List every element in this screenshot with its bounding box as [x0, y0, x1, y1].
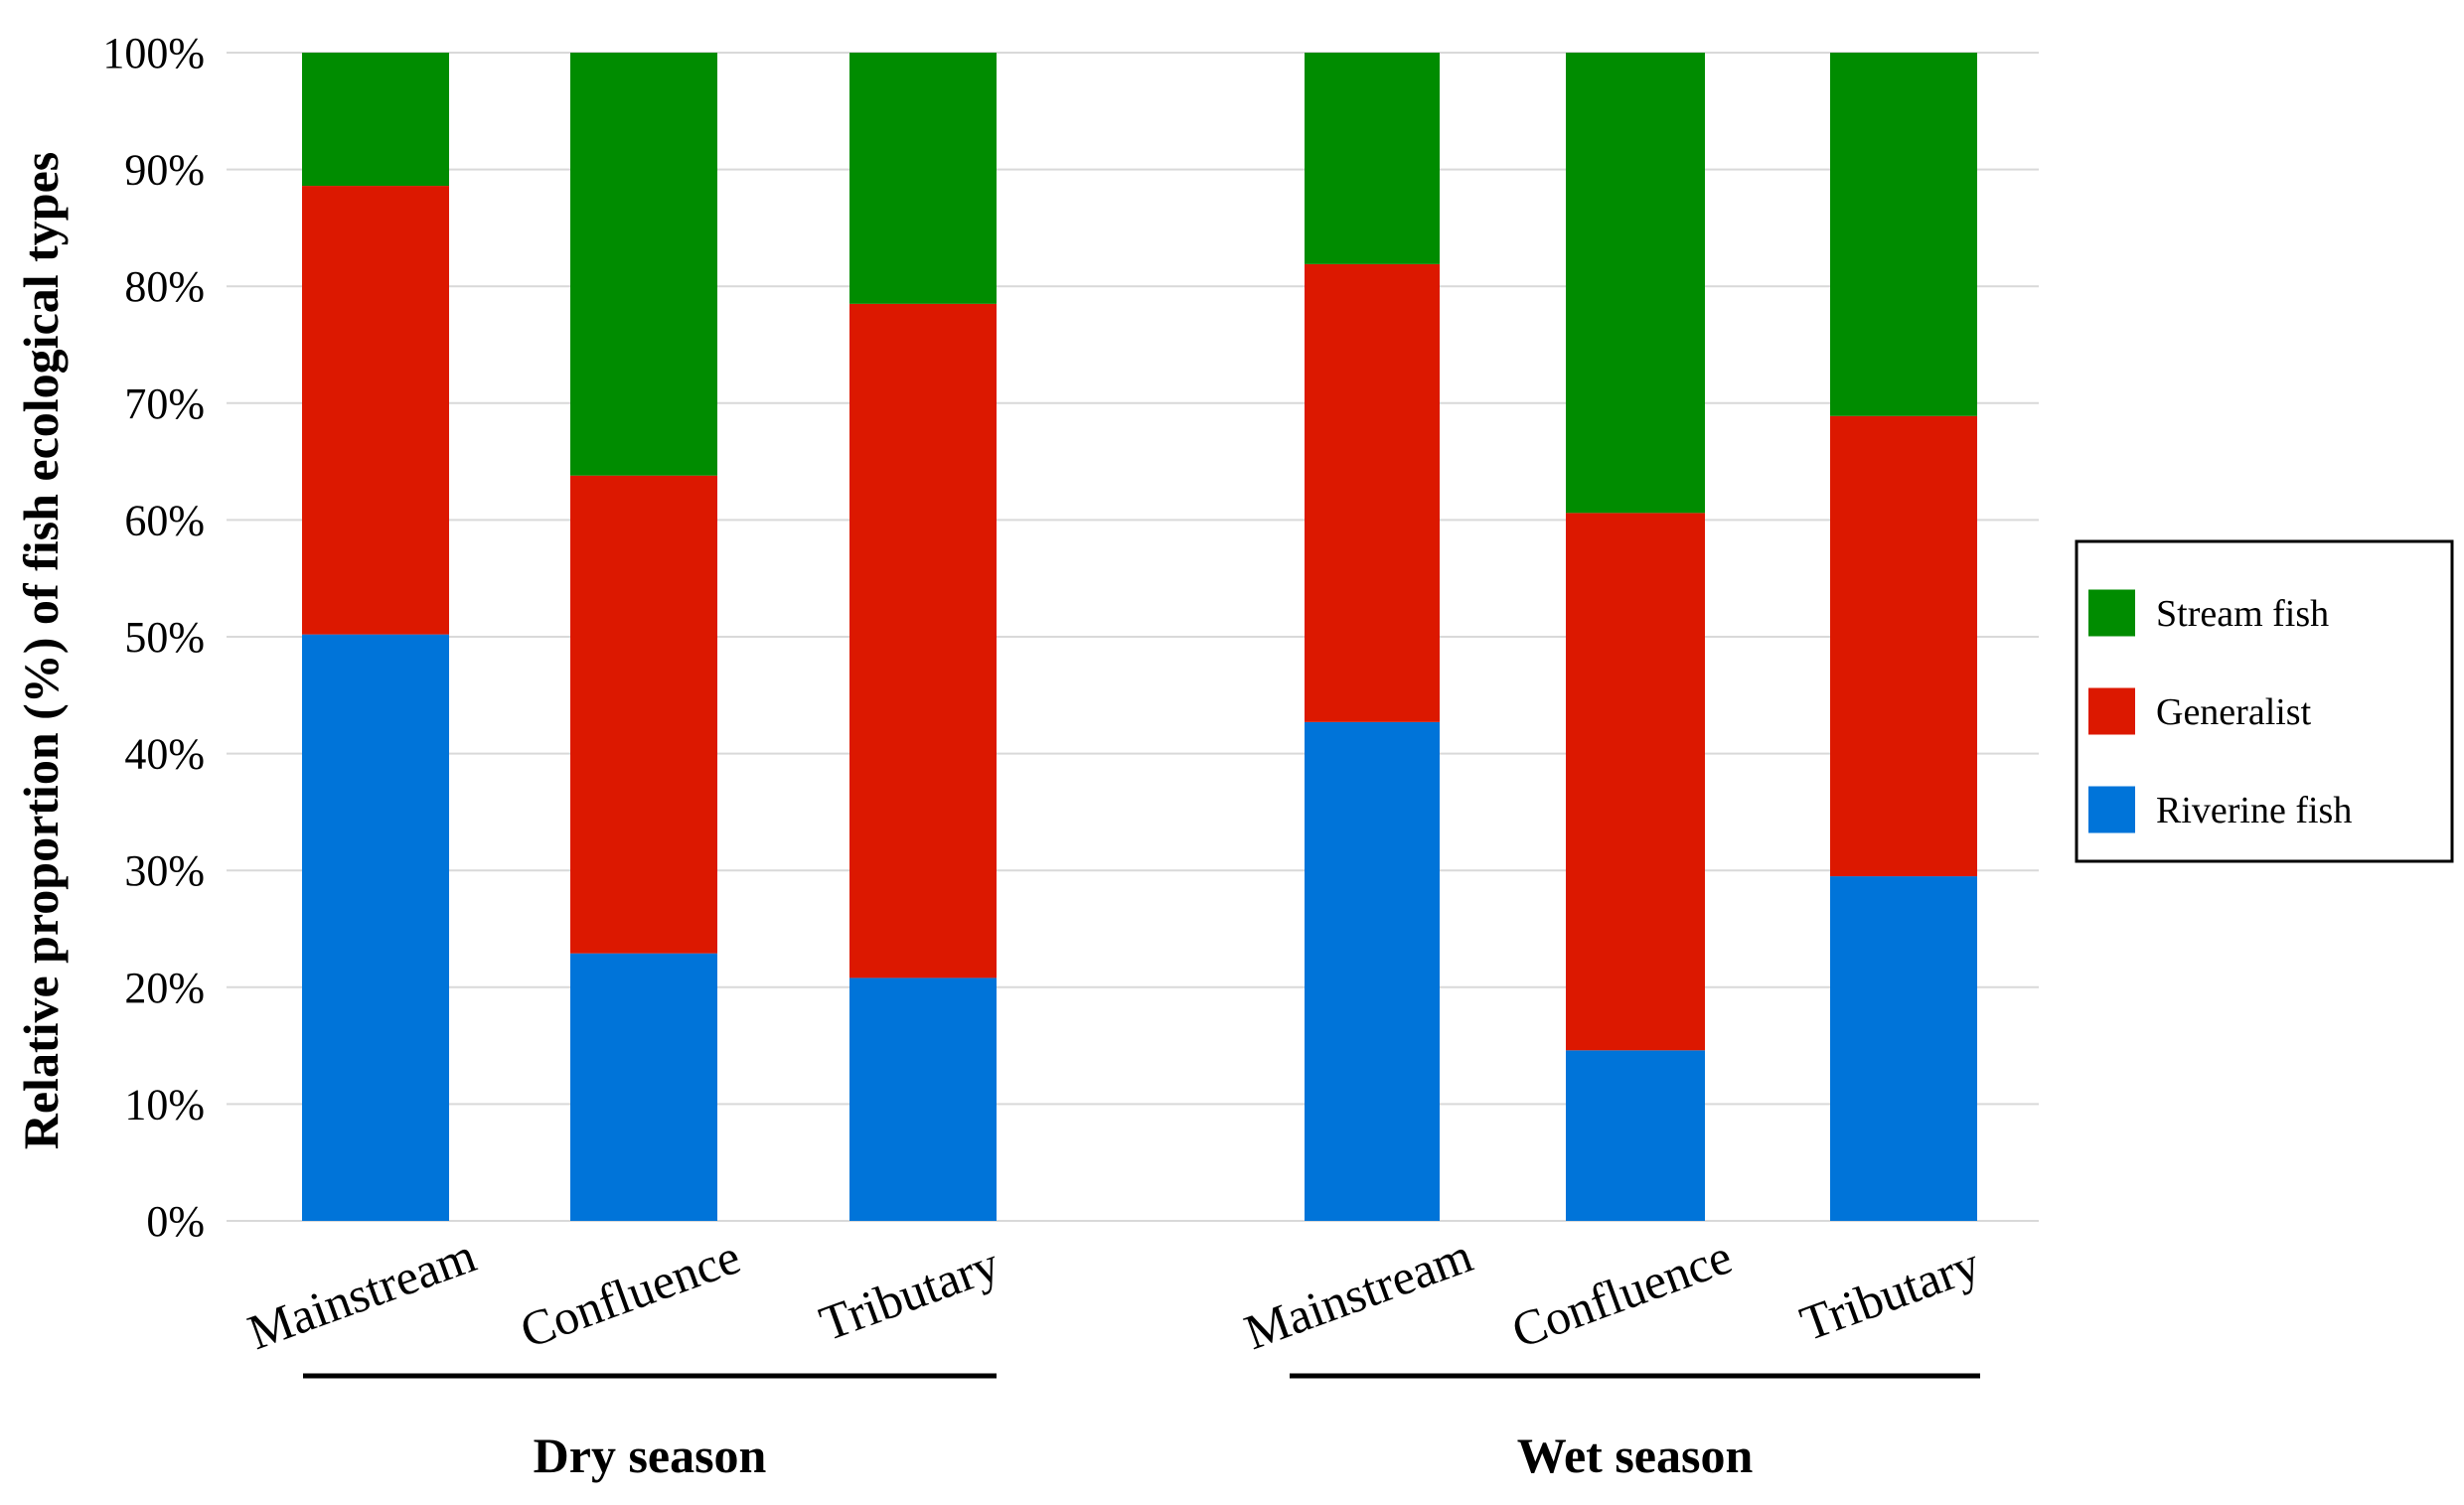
- legend-swatch-riverine-fish: [2088, 786, 2135, 833]
- gridlines: [227, 52, 2039, 1222]
- season-groups: Dry season Wet season: [303, 1373, 1980, 1483]
- bar-segment-riverine-fish: [1305, 721, 1440, 1221]
- bar-segment-stream-fish: [1305, 53, 1440, 264]
- x-category-label: Confluence: [513, 1228, 747, 1358]
- group-label: Dry season: [534, 1428, 767, 1483]
- bar-segment-generalist: [1566, 513, 1705, 1051]
- x-axis-categories: Mainstream Confluence Tributary Mainstream C…: [240, 1227, 1986, 1360]
- y-tick-label: 0%: [146, 1197, 205, 1246]
- bar-segment-riverine-fish: [1830, 876, 1977, 1221]
- legend-swatch-stream-fish: [2088, 589, 2135, 637]
- y-tick-label: 70%: [124, 379, 205, 428]
- bar-segment-generalist: [302, 186, 449, 635]
- bars: [302, 53, 1977, 1221]
- x-category-label: Tributary: [1793, 1236, 1987, 1352]
- bar-segment-riverine-fish: [570, 953, 717, 1221]
- bar-segment-generalist: [570, 475, 717, 954]
- y-tick-label: 50%: [124, 613, 205, 662]
- y-tick-label: 80%: [124, 262, 205, 311]
- y-tick-label: 90%: [124, 146, 205, 195]
- y-tick-label: 10%: [124, 1080, 205, 1129]
- y-tick-label: 20%: [124, 964, 205, 1012]
- bar-segment-generalist: [849, 303, 997, 978]
- bar-segment-stream-fish: [1566, 53, 1705, 514]
- x-category-label: Confluence: [1504, 1228, 1739, 1358]
- bar-segment-stream-fish: [849, 53, 997, 304]
- legend: Stream fish Generalist Riverine fish: [2075, 539, 2454, 863]
- legend-label-riverine-fish: Riverine fish: [2156, 790, 2352, 831]
- y-tick-label: 40%: [124, 730, 205, 779]
- bar-segment-generalist: [1830, 415, 1977, 877]
- y-tick-label: 30%: [124, 846, 205, 895]
- bar-segment-generalist: [1305, 263, 1440, 722]
- bar-segment-riverine-fish: [849, 978, 997, 1221]
- bar-segment-stream-fish: [302, 53, 449, 187]
- x-category-label: Mainstream: [1237, 1227, 1479, 1360]
- group-label: Wet season: [1517, 1428, 1754, 1483]
- y-tick-label: 100%: [102, 29, 205, 77]
- bar-segment-riverine-fish: [1566, 1050, 1705, 1221]
- legend-box: [2075, 539, 2454, 863]
- x-category-label: Mainstream: [240, 1227, 483, 1360]
- x-category-label: Tributary: [813, 1236, 1006, 1352]
- bar-segment-stream-fish: [1830, 53, 1977, 416]
- bar-segment-riverine-fish: [302, 634, 449, 1221]
- legend-label-stream-fish: Stream fish: [2156, 593, 2329, 635]
- legend-swatch-generalist: [2088, 687, 2135, 735]
- legend-label-generalist: Generalist: [2156, 691, 2312, 733]
- y-axis-title: Relative proportion (%) of fish ecologic…: [13, 152, 69, 1150]
- bar-segment-stream-fish: [570, 53, 717, 476]
- y-tick-label: 60%: [124, 496, 205, 544]
- y-axis-ticks: 0% 10% 20% 30% 40% 50% 60% 70% 80% 90% 100%: [102, 29, 205, 1246]
